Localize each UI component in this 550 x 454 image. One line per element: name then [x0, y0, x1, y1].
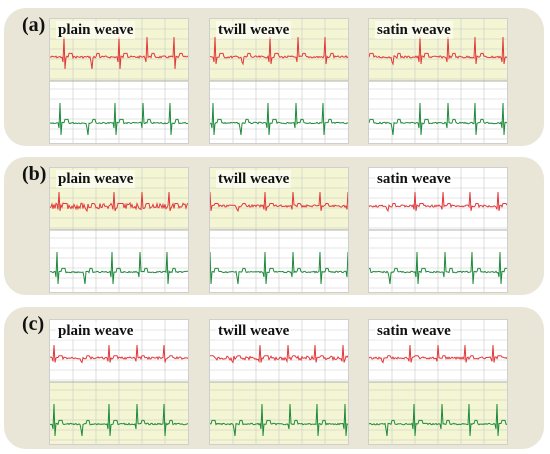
- panel-label: (b): [22, 163, 47, 185]
- weave-label: plain weave: [56, 170, 136, 188]
- ecg-plot-twill-weave: twill weave: [209, 319, 349, 445]
- ecg-plot-satin-weave: satin weave: [368, 18, 508, 144]
- ecg-trace-green: [50, 403, 188, 437]
- weave-label: twill weave: [216, 170, 292, 188]
- ecg-trace-green: [210, 403, 348, 437]
- ecg-trace-red: [50, 191, 188, 213]
- panel-c: (c) plain weave twill weave satin weave: [4, 307, 544, 449]
- panel-a: (a) plain weave twill weave satin weave: [4, 8, 544, 146]
- ecg-trace-red: [369, 191, 507, 213]
- ecg-plot-plain-weave: plain weave: [49, 167, 189, 293]
- ecg-trace-green: [369, 403, 507, 437]
- ecg-trace-green: [50, 102, 188, 136]
- ecg-plot-satin-weave: satin weave: [368, 167, 508, 293]
- panel-label: (c): [22, 313, 45, 335]
- ecg-plot-plain-weave: plain weave: [49, 319, 189, 445]
- ecg-plot-satin-weave: satin weave: [368, 319, 508, 445]
- ecg-trace-red: [369, 344, 507, 364]
- ecg-trace-green: [210, 251, 348, 285]
- ecg-trace-red: [210, 36, 348, 66]
- ecg-trace-green: [50, 251, 188, 285]
- weave-label: plain weave: [56, 322, 136, 340]
- ecg-trace-red: [50, 344, 188, 364]
- ecg-trace-red: [210, 344, 348, 364]
- ecg-plot-twill-weave: twill weave: [209, 167, 349, 293]
- ecg-traces: [369, 168, 507, 292]
- weave-label: satin weave: [375, 322, 453, 340]
- ecg-traces: [50, 320, 188, 444]
- ecg-trace-red: [210, 191, 348, 213]
- weave-label: twill weave: [216, 21, 292, 39]
- ecg-trace-green: [369, 251, 507, 285]
- ecg-plot-plain-weave: plain weave: [49, 18, 189, 144]
- weave-label: twill weave: [216, 322, 292, 340]
- panel-label: (a): [22, 14, 46, 36]
- weave-label: satin weave: [375, 21, 453, 39]
- ecg-trace-green: [210, 102, 348, 136]
- ecg-trace-red: [369, 36, 507, 66]
- weave-label: plain weave: [56, 21, 136, 39]
- ecg-trace-green: [369, 102, 507, 136]
- panel-b: (b) plain weave twill weave satin weave: [4, 157, 544, 295]
- ecg-plot-twill-weave: twill weave: [209, 18, 349, 144]
- weave-label: satin weave: [375, 170, 453, 188]
